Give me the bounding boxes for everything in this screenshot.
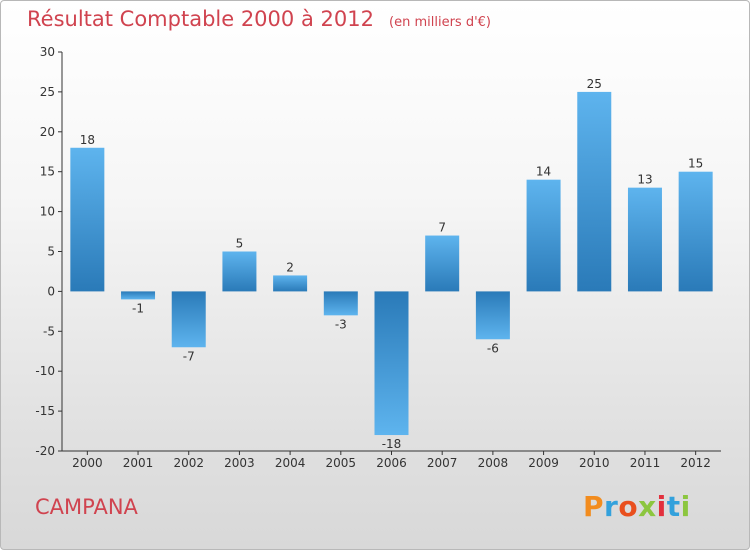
y-tick-label: 30 — [40, 45, 55, 59]
x-tick-label: 2007 — [427, 456, 458, 470]
proxiti-logo: Proxiti — [583, 490, 691, 523]
y-tick-label: 15 — [40, 165, 55, 179]
x-tick-label: 2006 — [376, 456, 407, 470]
data-label: 18 — [80, 133, 95, 147]
logo-letter: P — [583, 490, 605, 523]
bar-2002 — [171, 291, 206, 348]
data-label: 2 — [286, 260, 294, 274]
commune-name: CAMPANA — [35, 495, 138, 519]
bar-2011 — [627, 187, 662, 292]
bar-2000 — [70, 147, 105, 292]
bar-2009 — [526, 179, 561, 292]
x-tick-label: 2004 — [275, 456, 306, 470]
data-label: -6 — [487, 341, 499, 355]
logo-letter: i — [656, 490, 667, 523]
data-label: 5 — [236, 237, 244, 251]
logo-letter: r — [604, 490, 619, 523]
y-tick-label: -5 — [43, 324, 55, 338]
logo-letter: o — [618, 490, 639, 523]
y-tick-label: 25 — [40, 85, 55, 99]
logo-letter: x — [638, 490, 657, 523]
x-tick-label: 2001 — [123, 456, 154, 470]
bar-2012 — [678, 171, 713, 292]
y-tick-label: -15 — [35, 404, 55, 418]
x-tick-label: 2002 — [173, 456, 204, 470]
x-tick-label: 2005 — [326, 456, 357, 470]
chart-unit: (en milliers d'€) — [389, 15, 491, 30]
y-tick-label: 10 — [40, 205, 55, 219]
data-label: 15 — [688, 157, 703, 171]
data-label: 14 — [536, 165, 551, 179]
data-label: 25 — [587, 77, 602, 91]
y-tick-label: 20 — [40, 125, 55, 139]
data-label: -1 — [132, 301, 144, 315]
title-row: Résultat Comptable 2000 à 2012 (en milli… — [27, 7, 491, 31]
data-label: -7 — [183, 349, 195, 363]
bar-2008 — [475, 291, 510, 340]
bar-2004 — [273, 275, 308, 292]
x-tick-label: 2012 — [680, 456, 711, 470]
x-tick-label: 2003 — [224, 456, 255, 470]
x-tick-label: 2010 — [579, 456, 610, 470]
x-tick-label: 2011 — [630, 456, 661, 470]
logo-letter: t — [666, 490, 681, 523]
x-tick-label: 2008 — [478, 456, 509, 470]
bar-2003 — [222, 251, 257, 292]
logo-letter: i — [680, 490, 691, 523]
data-label: -18 — [382, 437, 402, 451]
data-label: 13 — [637, 173, 652, 187]
x-tick-label: 2000 — [72, 456, 103, 470]
y-tick-label: 0 — [47, 284, 55, 298]
chart-title: Résultat Comptable 2000 à 2012 — [27, 7, 374, 31]
data-label: 7 — [438, 221, 446, 235]
x-tick-label: 2009 — [528, 456, 559, 470]
y-tick-label: 5 — [47, 245, 55, 259]
bar-2010 — [577, 91, 612, 292]
y-tick-label: -10 — [35, 364, 55, 378]
bar-2007 — [425, 235, 460, 292]
y-tick-label: -20 — [35, 444, 55, 458]
data-label: -3 — [335, 317, 347, 331]
bar-2001 — [121, 291, 156, 300]
bar-2005 — [323, 291, 358, 316]
bar-2006 — [374, 291, 409, 436]
